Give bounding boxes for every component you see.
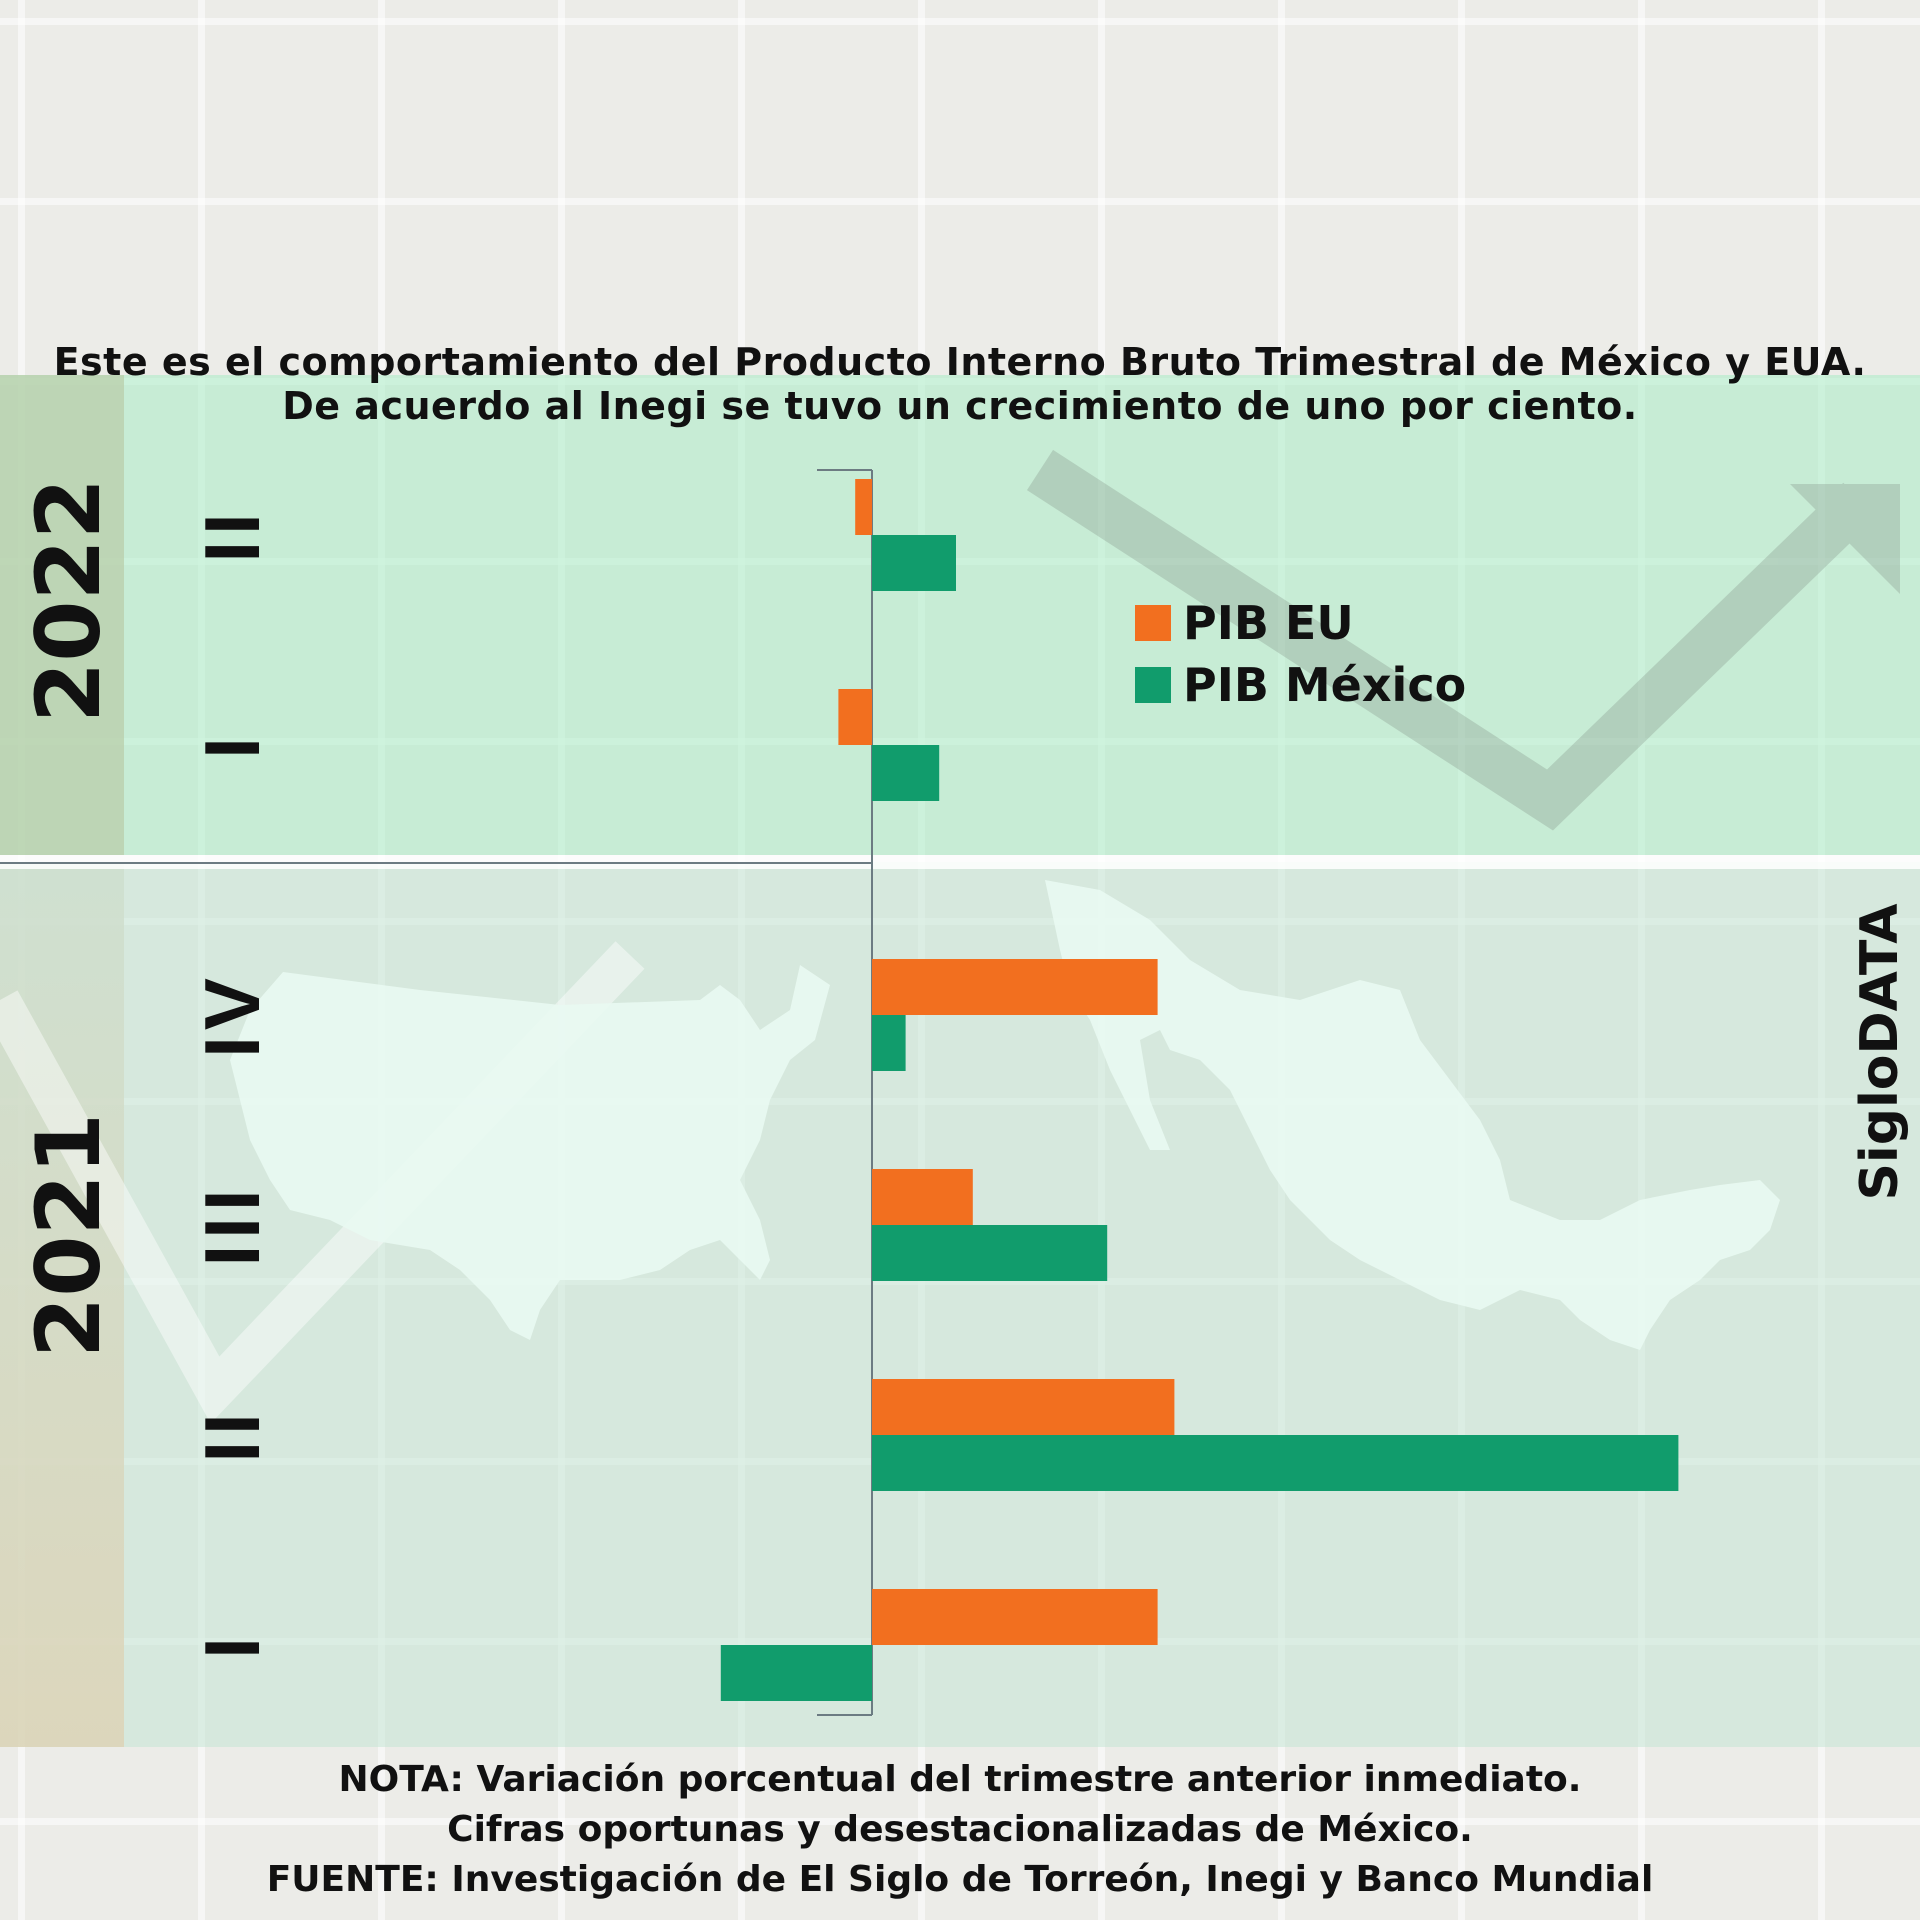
bar-eu-2021-IV xyxy=(872,959,1158,1015)
band-2022-year-strip xyxy=(0,375,124,855)
bar-mexico-2022-II xyxy=(872,535,956,591)
note-line-2: Cifras oportunas y desestacionalizadas d… xyxy=(447,1809,1473,1850)
bar-eu-2021-II xyxy=(872,1379,1175,1435)
bar-eu-2021-I xyxy=(872,1589,1158,1645)
legend: PIB EU PIB México xyxy=(1135,592,1466,716)
band-2021-year-strip xyxy=(0,862,124,1747)
note-line-1: NOTA: Variación porcentual del trimestre… xyxy=(338,1759,1582,1800)
quarter-label-2021-II: II xyxy=(188,1407,276,1462)
bar-mexico-2021-II xyxy=(872,1435,1679,1491)
bar-mexico-2021-IV xyxy=(872,1015,906,1071)
quarter-label-2021-III: III xyxy=(188,1183,276,1266)
bar-mexico-2022-I xyxy=(872,745,940,801)
legend-swatch-mexico xyxy=(1135,667,1171,703)
footer-notes: NOTA: Variación porcentual del trimestre… xyxy=(0,1755,1920,1905)
bar-eu-2022-II xyxy=(855,479,872,535)
legend-item-mexico: PIB México xyxy=(1135,654,1466,716)
mexico-map-silhouette-icon xyxy=(1045,880,1780,1350)
legend-label-mexico: PIB México xyxy=(1183,658,1467,712)
bar-mexico-2021-III xyxy=(872,1225,1108,1281)
growth-arrow-icon xyxy=(1026,449,1900,831)
title-line-1: Este es el comportamiento del Producto I… xyxy=(53,340,1867,384)
quarter-label-2021-I: I xyxy=(188,1631,276,1659)
legend-swatch-eu xyxy=(1135,605,1171,641)
title-line-2: De acuerdo al Inegi se tuvo un crecimien… xyxy=(282,384,1638,428)
quarter-label-2022-II: II xyxy=(188,507,276,562)
bar-mexico-2021-I xyxy=(720,1645,872,1701)
legend-label-eu: PIB EU xyxy=(1183,596,1354,650)
bar-eu-2021-III xyxy=(872,1169,973,1225)
source-line: FUENTE: Investigación de El Siglo de Tor… xyxy=(266,1859,1654,1900)
brand-logo: SigloDATA xyxy=(1850,903,1910,1201)
year-divider xyxy=(0,855,1920,869)
band-2022 xyxy=(0,375,1920,855)
bar-eu-2022-I xyxy=(838,689,872,745)
legend-item-eu: PIB EU xyxy=(1135,592,1466,654)
quarter-label-2022-I: I xyxy=(188,731,276,759)
chart-title: Este es el comportamiento del Producto I… xyxy=(0,340,1920,428)
quarter-label-2021-IV: IV xyxy=(188,972,276,1058)
us-map-silhouette-icon xyxy=(230,965,830,1340)
year-divider-line xyxy=(0,862,872,864)
